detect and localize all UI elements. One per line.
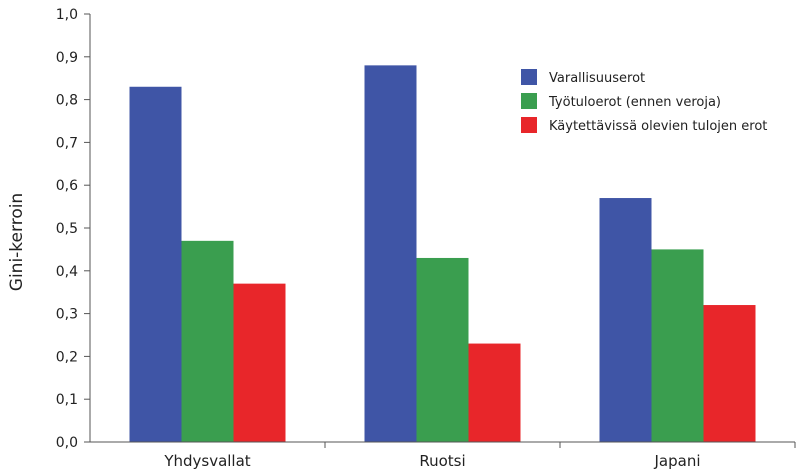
legend-swatch xyxy=(521,117,537,133)
bar xyxy=(416,257,469,442)
legend-swatch xyxy=(521,93,537,109)
x-category-label: Ruotsi xyxy=(419,452,465,470)
bar xyxy=(599,198,652,442)
bar xyxy=(651,249,704,442)
x-category-label: Yhdysvallat xyxy=(163,452,250,470)
y-tick-label: 0,5 xyxy=(56,221,78,237)
legend: Varallisuuserot Työtuloerot (ennen veroja… xyxy=(521,69,767,134)
legend-label: Käytettävissä olevien tulojen erot xyxy=(549,119,767,134)
y-tick-label: 0,1 xyxy=(56,392,78,408)
y-tick-label: 0,2 xyxy=(56,349,78,365)
y-tick-label: 0,9 xyxy=(56,50,78,66)
y-axis-title: Gini-kerroin xyxy=(7,193,27,291)
legend-swatch xyxy=(521,69,537,85)
y-tick-label: 0,4 xyxy=(56,264,78,280)
y-tick-label: 1,0 xyxy=(56,7,78,23)
y-tick-label: 0,0 xyxy=(56,435,78,451)
y-tick-label: 0,6 xyxy=(56,178,78,194)
bar xyxy=(364,65,417,443)
legend-label: Varallisuuserot xyxy=(549,71,645,86)
bar xyxy=(181,240,234,442)
bar xyxy=(129,86,182,442)
legend-label: Työtuloerot (ennen veroja) xyxy=(548,95,721,110)
x-category-label: Japani xyxy=(653,452,700,470)
bar xyxy=(233,283,286,442)
y-tick-label: 0,8 xyxy=(56,93,78,109)
bar xyxy=(703,305,756,442)
y-tick-label: 0,7 xyxy=(56,135,78,151)
bar xyxy=(468,343,521,442)
y-tick-label: 0,3 xyxy=(56,307,78,323)
